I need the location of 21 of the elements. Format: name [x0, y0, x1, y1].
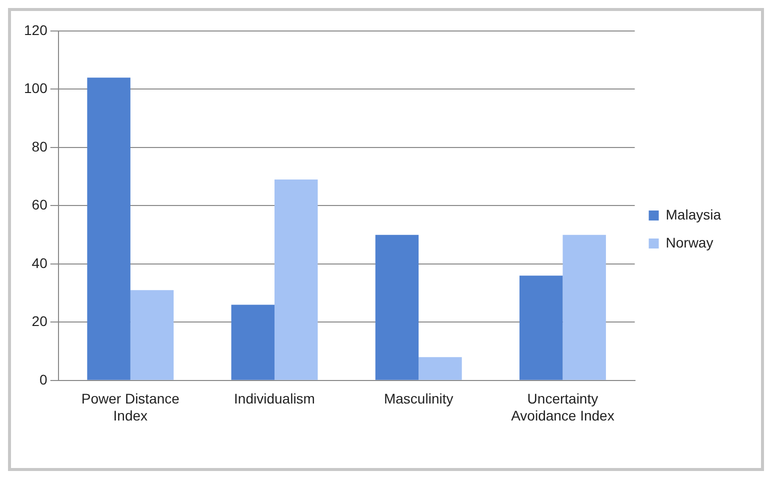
legend-label: Malaysia: [666, 206, 722, 222]
y-tick-label: 40: [32, 254, 48, 271]
x-tick-label: Power Distance Index: [81, 390, 180, 424]
y-tick-label: 60: [32, 196, 48, 213]
bar: [87, 78, 130, 380]
bar: [274, 179, 318, 380]
y-tick-label: 120: [24, 22, 48, 38]
y-tick-label: 100: [24, 80, 48, 96]
bar: [130, 290, 174, 380]
x-tick-label: Individualism: [234, 390, 315, 407]
y-tick-label: 20: [32, 313, 48, 330]
bar: [418, 357, 462, 380]
x-tick-label: Uncertainty Avoidance Index: [511, 390, 614, 424]
legend-label: Norway: [666, 234, 714, 250]
bar: [231, 304, 275, 380]
bar: [375, 234, 419, 380]
bar: [519, 276, 563, 380]
y-tick-label: 0: [40, 371, 48, 388]
y-tick-label: 80: [32, 138, 48, 154]
bar: [562, 234, 606, 380]
x-tick-label: Masculinity: [384, 390, 454, 407]
